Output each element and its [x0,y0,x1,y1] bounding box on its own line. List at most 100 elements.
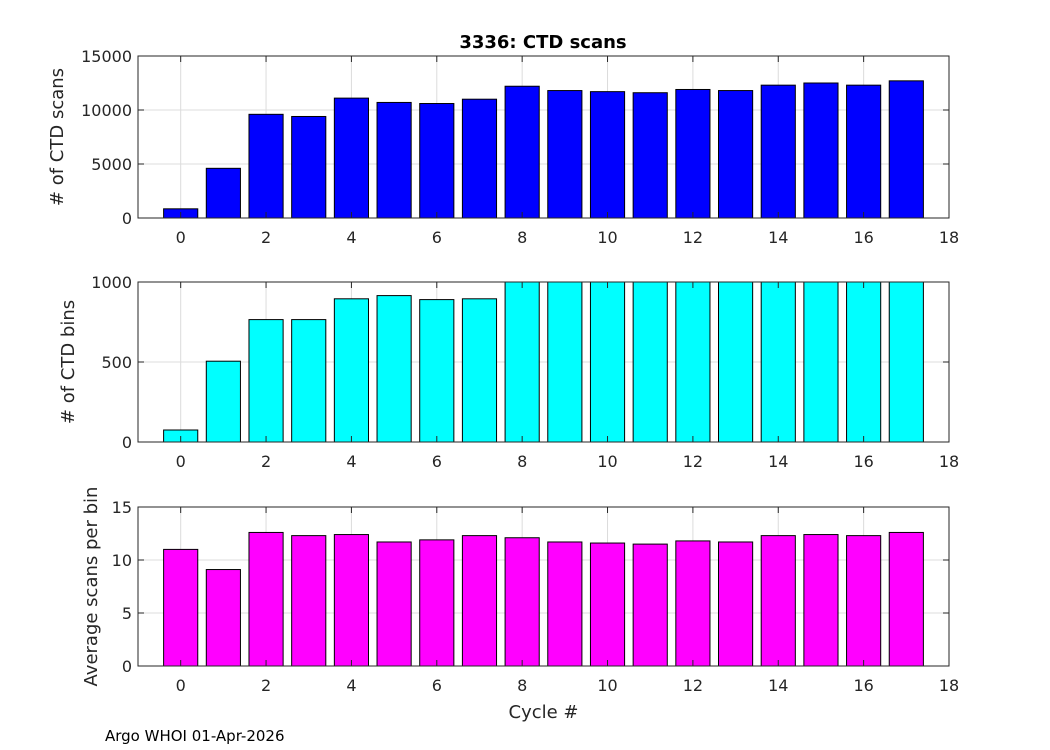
y-tick-label: 0 [122,657,132,676]
x-tick-label: 10 [597,228,617,247]
x-tick-label: 4 [346,676,356,695]
bins-bar [589,281,626,443]
x-tick-label: 14 [768,452,788,471]
scans-bar [547,90,583,219]
x-tick-label: 18 [939,228,959,247]
x-tick-label: 2 [261,452,271,471]
y-axis-label: Average scans per bin [81,487,102,687]
avg-bar [760,535,796,667]
bins-bar [333,298,369,443]
bins-bar [504,281,540,443]
scans-bar [205,167,241,219]
scans-bar [291,115,327,219]
scans-bar [333,97,369,219]
x-tick-label: 18 [939,676,959,695]
x-tick-label: 14 [768,676,788,695]
y-tick-label: 10 [112,551,132,570]
bins-bar [718,281,754,443]
x-tick-label: 18 [939,452,959,471]
y-axis-label: # of CTD bins [58,300,79,424]
y-tick-label: 15 [112,498,132,517]
x-axis-label: Cycle # [509,702,579,723]
bins-bar [291,319,327,443]
x-tick-label: 4 [346,452,356,471]
avg-bar [846,535,882,667]
x-tick-label: 12 [683,228,703,247]
scans-bar [504,85,540,219]
scans-bar [461,98,498,219]
bins-bar [376,295,412,443]
x-tick-label: 12 [683,676,703,695]
avg-bar [547,541,583,667]
y-tick-label: 1000 [91,273,132,292]
avg-bar [888,531,924,667]
scans-bar [589,91,626,219]
x-tick-label: 0 [176,452,186,471]
bins-panel: 0 2 4 6 8 10 12 14 16 18 0 500 1000 # of CTD bins [58,273,959,471]
bins-bar [248,319,284,443]
bins-bar [547,281,583,443]
scans-bar [376,101,412,219]
y-tick-label: 500 [101,353,132,372]
bins-bar [419,299,455,443]
scans-bar [760,84,796,219]
scans-bar [675,88,711,219]
bins-bar [846,281,882,443]
x-tick-label: 4 [346,228,356,247]
x-tick-label: 16 [853,676,873,695]
x-tick-label: 10 [597,676,617,695]
avg-panel: 0 2 4 6 8 10 12 14 16 18 0 5 10 15 Average scans per b… [81,487,959,723]
avg-bar [419,539,455,667]
bins-bar [461,298,498,443]
avg-bar [248,531,284,667]
x-tick-label: 14 [768,228,788,247]
scans-bar [888,80,924,219]
scans-bar [846,84,882,219]
x-tick-label: 8 [517,228,527,247]
avg-bar [504,537,540,667]
avg-bar [803,534,839,667]
scans-bar [718,90,754,219]
scans-bar [419,103,455,219]
avg-bar [376,541,412,667]
x-tick-label: 6 [432,452,442,471]
avg-bar [632,543,668,667]
avg-bar [718,541,754,667]
avg-bar [163,548,199,667]
x-tick-label: 8 [517,676,527,695]
avg-bar [675,540,711,667]
bins-bar [803,281,839,443]
scans-bar [632,92,668,219]
x-tick-label: 8 [517,452,527,471]
avg-bar [461,535,498,667]
x-tick-label: 0 [176,676,186,695]
bins-bar [205,360,241,443]
y-tick-label: 0 [122,433,132,452]
avg-bar [205,569,241,667]
scans-panel: 0 2 4 6 8 10 12 14 16 18 0 5000 10000 15000 # of CTD s… [47,47,959,247]
y-tick-label: 15000 [81,47,132,66]
y-tick-label: 0 [122,209,132,228]
chart-title: 3336: CTD scans [459,32,626,53]
footer-credit: Argo WHOI 01-Apr-2026 [105,727,285,745]
bins-bar [888,281,924,443]
avg-bar [333,534,369,667]
x-tick-label: 12 [683,452,703,471]
x-tick-label: 16 [853,452,873,471]
x-tick-label: 6 [432,676,442,695]
bins-bar [675,281,711,443]
x-tick-label: 2 [261,228,271,247]
avg-bar [589,542,626,667]
axes-frame [137,506,950,667]
scans-bar [803,82,839,219]
axes-frame [137,55,950,219]
y-axis-label: # of CTD scans [47,68,68,206]
x-tick-label: 6 [432,228,442,247]
y-tick-label: 5 [122,604,132,623]
x-tick-label: 10 [597,452,617,471]
y-tick-label: 5000 [91,155,132,174]
y-tick-label: 10000 [81,101,132,120]
bins-bar [632,281,668,443]
x-tick-label: 2 [261,676,271,695]
